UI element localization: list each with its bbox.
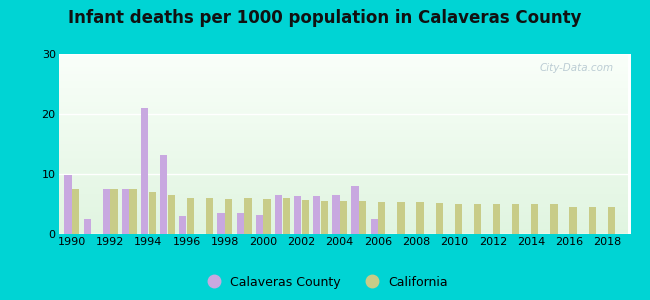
Bar [397, 202, 404, 234]
Bar [179, 216, 187, 234]
Bar [512, 204, 519, 234]
Bar [589, 207, 596, 234]
Bar [206, 198, 213, 234]
Bar [255, 215, 263, 234]
Bar [569, 207, 577, 234]
Bar [111, 189, 118, 234]
Bar [370, 219, 378, 234]
Bar [352, 186, 359, 234]
Bar [141, 108, 148, 234]
Bar [359, 201, 367, 234]
Bar [436, 203, 443, 234]
Bar [608, 207, 615, 234]
Bar [378, 202, 385, 234]
Bar [493, 204, 500, 234]
Bar [417, 202, 424, 234]
Text: Infant deaths per 1000 population in Calaveras County: Infant deaths per 1000 population in Cal… [68, 9, 582, 27]
Bar [84, 219, 91, 234]
Bar [275, 195, 282, 234]
Bar [302, 200, 309, 234]
Bar [332, 195, 339, 234]
Bar [103, 189, 110, 234]
Bar [64, 175, 72, 234]
Bar [72, 189, 79, 234]
Bar [313, 196, 320, 234]
Bar [244, 198, 252, 234]
Bar [149, 192, 156, 234]
Bar [531, 204, 538, 234]
Bar [474, 204, 481, 234]
Bar [237, 213, 244, 234]
Bar [122, 189, 129, 234]
Bar [160, 155, 167, 234]
Bar [294, 196, 301, 234]
Text: City-Data.com: City-Data.com [540, 63, 614, 73]
Bar [168, 195, 175, 234]
Bar [225, 199, 233, 234]
Bar [340, 201, 347, 234]
Bar [283, 198, 290, 234]
Bar [187, 198, 194, 234]
Bar [321, 201, 328, 234]
Bar [551, 204, 558, 234]
Legend: Calaveras County, California: Calaveras County, California [197, 271, 453, 294]
Bar [129, 189, 136, 234]
Bar [455, 204, 462, 234]
Bar [218, 213, 225, 234]
Bar [263, 199, 270, 234]
